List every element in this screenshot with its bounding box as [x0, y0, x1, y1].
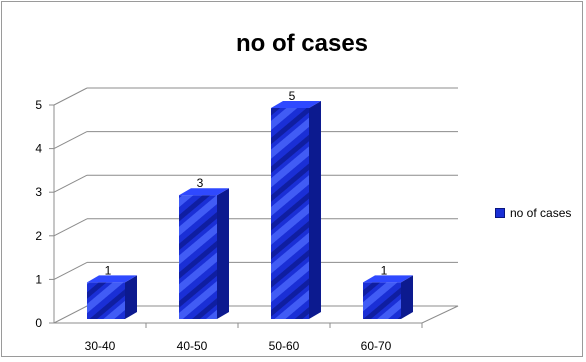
y-tick-label: 2 [35, 229, 42, 243]
bar-side [401, 275, 413, 319]
data-label: 5 [289, 89, 296, 103]
y-tick-label: 0 [35, 316, 42, 330]
x-tick-label: 50-60 [269, 339, 300, 353]
bar-top [179, 188, 229, 196]
gridline-depth [53, 218, 88, 237]
bar-top [87, 275, 137, 283]
chart-title: no of cases [235, 30, 369, 57]
bar [363, 282, 401, 319]
bar [179, 195, 217, 319]
x-tick-label: 40-50 [177, 339, 208, 353]
legend-swatch [495, 208, 505, 218]
gridline-depth [53, 87, 88, 106]
gridline-depth [53, 261, 88, 280]
data-label: 3 [197, 176, 204, 190]
bar [271, 108, 309, 319]
bar-side [309, 101, 321, 319]
gridline-depth [53, 131, 88, 150]
bar-top [271, 101, 321, 108]
x-tick-label: 60-70 [361, 339, 392, 353]
data-label: 1 [105, 263, 112, 277]
chart-frame: no of cases 0 1 2 3 4 5 30-40 1 40-50 3 50-60 5 60-7… [1, 1, 583, 357]
y-tick-label: 4 [35, 142, 42, 156]
legend-label: no of cases [510, 206, 572, 220]
data-label: 1 [381, 263, 388, 277]
legend: no of cases [495, 206, 571, 220]
y-tick-label: 3 [35, 185, 42, 199]
gridline-depth [53, 174, 88, 193]
bar-top [363, 275, 413, 283]
y-tick-label: 1 [35, 272, 42, 286]
bar [87, 282, 125, 319]
bar-side [217, 188, 229, 319]
x-tick-label: 30-40 [85, 339, 116, 353]
y-tick-label: 5 [35, 98, 42, 112]
bar-side [125, 275, 137, 319]
